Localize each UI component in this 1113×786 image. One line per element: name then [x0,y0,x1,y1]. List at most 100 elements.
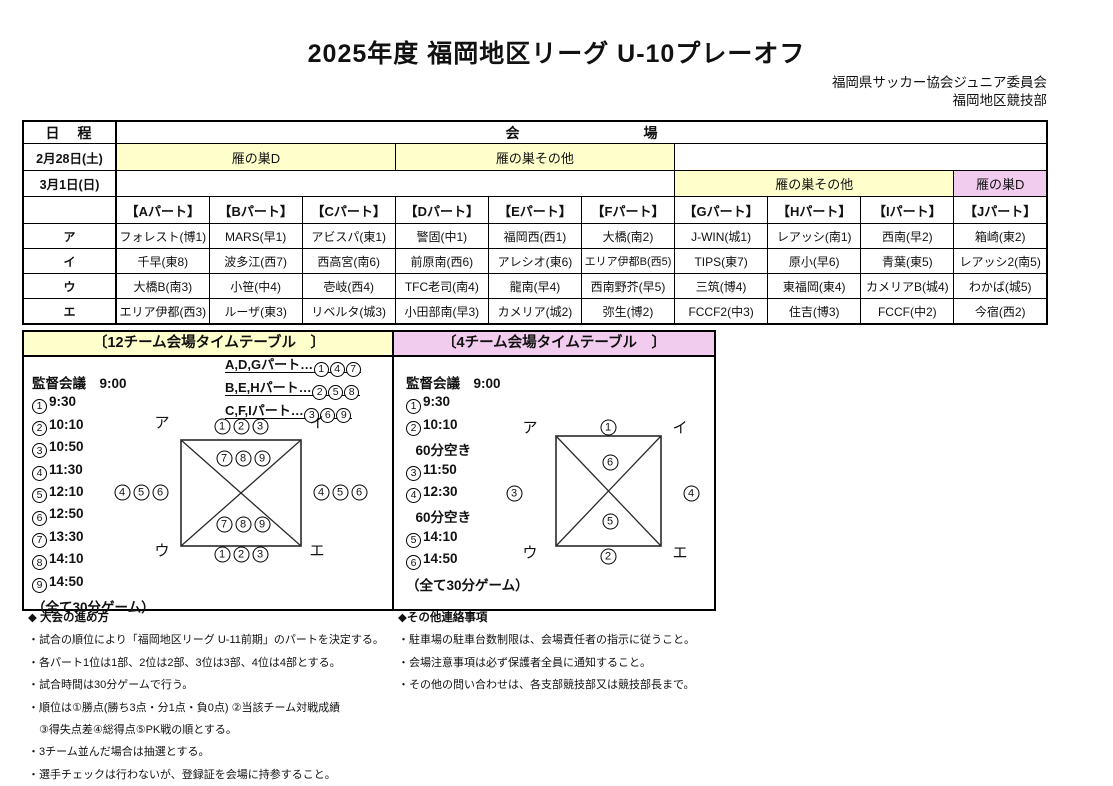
venue-header-char: 会 [505,124,520,141]
note-item: ・会場注意事項は必ず保護者全員に通知すること。 [398,656,651,669]
part-group-label: B,E,Hパート… [225,380,312,395]
venue-cell: 雁の巣D [953,170,1048,197]
venue-cell-empty [674,143,1048,171]
timetable-12team-title: 〔12チーム会場タイムテーブル 〕 [24,332,394,357]
timetable-4team-title: 〔4チーム会場タイムテーブル 〕 [394,332,714,357]
note-item: ・順位は①勝点(勝ち3点・分1点・負0点) ②当該チーム対戦成績 [28,701,341,714]
team-cell: 三筑(博4) [674,273,769,299]
part-group-label: A,D,Gパート… [225,357,314,372]
corner-label-u: ウ [522,544,538,562]
part-header-row: 【Aパート】 【Bパート】 【Cパート】 【Dパート】 【Eパート】 【Fパート… [22,196,1048,224]
schedule-row-mar1: 3月1日(日) 雁の巣その他 雁の巣D [22,170,1048,197]
venue-header-cell: 会場 [115,120,1048,144]
row-label-cell: エ [22,298,117,325]
date-cell: 2月28日(土) [22,143,117,171]
team-cell: 今宿(西2) [953,298,1048,325]
corner-label-a: ア [522,419,538,437]
team-cell: FCCF2(中3) [674,298,769,325]
coach-meeting: 監督会議 9:00 [406,376,501,391]
part-header-cell: 【Eパート】 [487,196,582,224]
time-slot: 2 10:10 [32,417,155,439]
team-cell: エリア伊都(西3) [115,298,210,325]
team-cell: 壱岐(西4) [301,273,396,299]
match-numbers-top: 1 [599,415,618,436]
match-numbers-bottom: 2 [599,544,618,565]
team-cell: 住吉(博3) [767,298,862,325]
note-heading: ◆ 大会の進め方 [28,612,110,624]
match-numbers-left: 3 [505,481,524,502]
note-item: ・選手チェックは行わないが、登録証を会場に持参すること。 [28,768,336,781]
date-header-cell: 日 程 [22,120,117,144]
part-header-cell: 【Hパート】 [767,196,862,224]
team-row-u: ウ 大橋B(南3) 小笹(中4) 壱岐(西4) TFC老司(南4) 龍南(早4)… [22,273,1048,299]
break-slot: 60分空き [408,443,472,459]
team-cell: レアッシ2(南5) [953,248,1048,274]
team-cell: 前原南(西6) [394,248,489,274]
team-cell: 小笹(中4) [208,273,303,299]
timetable-12team-box: 〔12チーム会場タイムテーブル 〕 A,D,Gパート… 1 4 7 B,E,Hパート…… [22,330,396,615]
game-length-note: （全て30分ゲーム） [32,599,155,615]
team-cell: 東福岡(東4) [767,273,862,299]
team-cell: レアッシ(南1) [767,223,862,249]
team-cell: J-WIN(城1) [674,223,769,249]
team-cell: TFC老司(南4) [394,273,489,299]
time-slot: 3 11:50 [406,462,529,484]
team-cell: カメリア(城2) [487,298,582,325]
table-header-row: 日 程 会場 [22,120,1048,144]
notes-tournament-procedure: ◆ 大会の進め方 ・試合の順位により「福岡地区リーグ U-11前期」のパートを決… [28,607,393,786]
team-row-e: エ エリア伊都(西3) ルーザ(東3) リベルタ(城3) 小田部南(早3) カメ… [22,298,1048,325]
team-cell: エリア伊都B(西5) [580,248,676,274]
org-line-committee: 福岡県サッカー協会ジュニア委員会 [831,75,1047,90]
main-table: 日 程 会場 2月28日(土) 雁の巣D 雁の巣その他 3月1日(日) 雁の巣そ… [22,120,1048,325]
venue-cell: 雁の巣その他 [674,170,955,197]
team-cell: アレシオ(東6) [487,248,582,274]
team-row-i: イ 千早(東8) 波多江(西7) 西高宮(南6) 前原南(西6) アレシオ(東6… [22,248,1048,274]
coach-meeting: 監督会議 9:00 [32,376,127,391]
team-cell: ルーザ(東3) [208,298,303,325]
team-cell: 小田部南(早3) [394,298,489,325]
corner-label-a: ア [154,414,170,432]
timetable-4team-box: 〔4チーム会場タイムテーブル 〕 監督会議 9:00 1 9:30 2 10:10 … [392,330,716,611]
team-cell: 大橋B(南3) [115,273,210,299]
note-item: ・試合の順位により「福岡地区リーグ U-11前期」のパートを決定する。 [28,634,384,647]
corner-label-e: エ [309,542,325,560]
part-group-line: B,E,Hパート… 2 5 8 [225,377,360,400]
pitch-diagram-4team: ア イ ウ エ 1 6 3 4 5 2 [394,332,714,609]
team-cell: 千早(東8) [115,248,210,274]
team-cell: カメリアB(城4) [860,273,955,299]
part-header-cell: 【Aパート】 [115,196,210,224]
timetable-12team-schedule: 監督会議 9:00 1 9:30 2 10:10 3 10:50 4 11:30 5 12… [32,372,155,618]
game-length-note: （全て30分ゲーム） [406,577,529,593]
org-line-division: 福岡地区競技部 [952,93,1048,108]
time-slot: 6 12:50 [32,506,155,528]
match-numbers-bottom-inside: 5 [601,509,620,530]
team-cell: 波多江(西7) [208,248,303,274]
team-cell: 福岡西(西1) [487,223,582,249]
venue-cell: 雁の巣その他 [394,143,676,171]
notes-other-contact: ◆その他連絡事項 ・駐車場の駐車台数制限は、会場責任者の指示に従うこと。 ・会場… [398,607,728,697]
team-cell: アビスパ(東1) [301,223,396,249]
date-cell: 3月1日(日) [22,170,117,197]
part-header-cell: 【Gパート】 [674,196,769,224]
part-header-cell: 【Cパート】 [301,196,396,224]
team-cell: 西高宮(南6) [301,248,396,274]
note-item: ・その他の問い合わせは、各支部競技部又は競技部長まで。 [398,679,695,692]
team-cell: 青葉(東5) [860,248,955,274]
time-slot: 1 9:30 [406,394,529,416]
note-item: ③得失点差④総得点⑤PK戦の順とする。 [28,724,237,737]
venue-header-char: 場 [643,124,658,141]
note-item: ・試合時間は30分ゲームで行う。 [28,679,194,692]
corner-label-u: ウ [154,542,170,560]
team-cell: フォレスト(博1) [115,223,210,249]
corner-label-i: イ [672,419,688,437]
part-header-spacer [22,196,117,224]
row-label-cell: ウ [22,273,117,299]
